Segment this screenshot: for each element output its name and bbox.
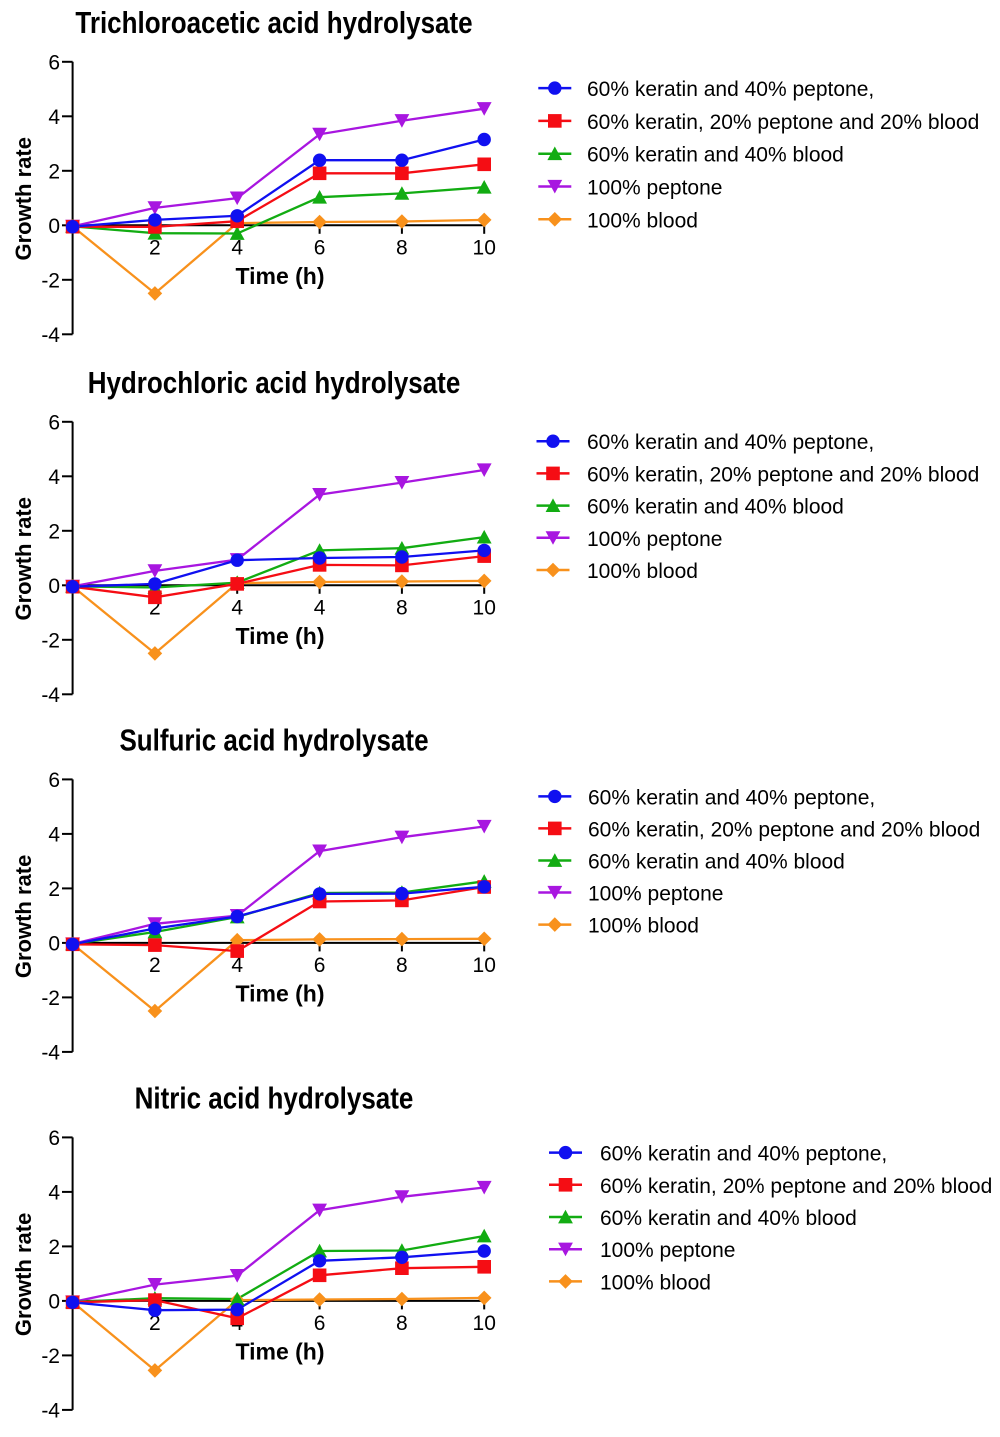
svg-text:8: 8 — [396, 1312, 408, 1335]
svg-text:2: 2 — [149, 236, 161, 259]
svg-text:60% keratin and 40% blood: 60% keratin and 40% blood — [600, 1207, 857, 1230]
svg-text:10: 10 — [473, 954, 496, 977]
svg-text:10: 10 — [473, 1312, 496, 1335]
svg-text:100% blood: 100% blood — [587, 209, 698, 232]
svg-text:-4: -4 — [41, 1042, 60, 1065]
svg-text:100% blood: 100% blood — [588, 915, 699, 938]
svg-text:Time (h): Time (h) — [235, 1339, 324, 1365]
svg-text:6: 6 — [48, 1127, 60, 1150]
svg-text:-2: -2 — [41, 629, 60, 652]
svg-text:Growth rate: Growth rate — [11, 137, 36, 260]
svg-text:8: 8 — [396, 596, 408, 619]
svg-text:4: 4 — [231, 954, 243, 977]
svg-text:Growth rate: Growth rate — [11, 497, 36, 620]
svg-text:0: 0 — [48, 933, 60, 956]
svg-text:4: 4 — [314, 596, 326, 619]
svg-text:Trichloroacetic acid hydrolysa: Trichloroacetic acid hydrolysate — [75, 5, 472, 39]
svg-text:2: 2 — [149, 596, 161, 619]
svg-text:2: 2 — [48, 878, 60, 901]
svg-text:100% peptone: 100% peptone — [588, 883, 723, 906]
svg-text:Hydrochloric acid hydrolysate: Hydrochloric acid hydrolysate — [88, 365, 461, 399]
svg-text:0: 0 — [48, 575, 60, 598]
svg-text:Nitric acid hydrolysate: Nitric acid hydrolysate — [135, 1080, 414, 1114]
svg-text:Growth rate: Growth rate — [11, 1213, 36, 1336]
svg-text:4: 4 — [48, 466, 60, 489]
svg-text:Growth rate: Growth rate — [11, 855, 36, 978]
svg-text:6: 6 — [48, 769, 60, 792]
svg-text:2: 2 — [149, 954, 161, 977]
svg-text:60% keratin, 20% peptone and 2: 60% keratin, 20% peptone and 20% blood — [600, 1175, 992, 1198]
svg-text:60% keratin and 40% peptone,: 60% keratin and 40% peptone, — [588, 786, 875, 809]
svg-text:10: 10 — [473, 596, 496, 619]
svg-text:6: 6 — [314, 1312, 326, 1335]
svg-text:-4: -4 — [41, 324, 60, 347]
svg-text:-4: -4 — [41, 684, 60, 707]
svg-text:100% blood: 100% blood — [587, 560, 698, 583]
svg-text:2: 2 — [48, 1236, 60, 1259]
svg-text:60% keratin and 40% blood: 60% keratin and 40% blood — [587, 144, 844, 167]
svg-text:-2: -2 — [41, 1345, 60, 1368]
svg-text:Time (h): Time (h) — [235, 981, 324, 1007]
svg-text:4: 4 — [231, 596, 243, 619]
svg-text:0: 0 — [48, 215, 60, 238]
svg-text:6: 6 — [314, 954, 326, 977]
svg-text:Time (h): Time (h) — [235, 623, 324, 649]
svg-text:60% keratin, 20% peptone and 2: 60% keratin, 20% peptone and 20% blood — [588, 818, 980, 841]
svg-text:100% peptone: 100% peptone — [600, 1239, 735, 1262]
svg-text:6: 6 — [48, 51, 60, 74]
svg-text:60% keratin and 40% blood: 60% keratin and 40% blood — [588, 851, 845, 874]
svg-text:2: 2 — [149, 1312, 161, 1335]
svg-text:100% blood: 100% blood — [600, 1271, 711, 1294]
svg-text:-2: -2 — [41, 987, 60, 1010]
svg-text:2: 2 — [48, 520, 60, 543]
svg-text:2: 2 — [48, 160, 60, 183]
svg-text:60% keratin, 20% peptone and 2: 60% keratin, 20% peptone and 20% blood — [587, 111, 979, 134]
svg-text:60% keratin and 40% peptone,: 60% keratin and 40% peptone, — [600, 1143, 887, 1166]
svg-text:6: 6 — [48, 411, 60, 434]
svg-text:4: 4 — [48, 106, 60, 129]
svg-text:Sulfuric acid hydrolysate: Sulfuric acid hydrolysate — [119, 722, 428, 756]
svg-text:100% peptone: 100% peptone — [587, 177, 722, 200]
svg-text:100% peptone: 100% peptone — [587, 528, 722, 551]
svg-text:-2: -2 — [41, 269, 60, 292]
svg-text:60% keratin and 40% blood: 60% keratin and 40% blood — [587, 496, 844, 519]
svg-text:60% keratin and 40% peptone,: 60% keratin and 40% peptone, — [587, 431, 874, 454]
svg-text:4: 4 — [48, 824, 60, 847]
svg-text:8: 8 — [396, 954, 408, 977]
svg-text:60% keratin, 20% peptone and 2: 60% keratin, 20% peptone and 20% blood — [587, 463, 979, 486]
svg-text:8: 8 — [396, 236, 408, 259]
svg-text:4: 4 — [231, 236, 243, 259]
svg-text:Time (h): Time (h) — [235, 263, 324, 289]
svg-text:4: 4 — [48, 1182, 60, 1205]
svg-text:-4: -4 — [41, 1400, 60, 1423]
svg-text:0: 0 — [48, 1291, 60, 1314]
svg-text:10: 10 — [473, 236, 496, 259]
svg-text:6: 6 — [314, 236, 326, 259]
svg-text:60% keratin and 40% peptone,: 60% keratin and 40% peptone, — [587, 78, 874, 101]
